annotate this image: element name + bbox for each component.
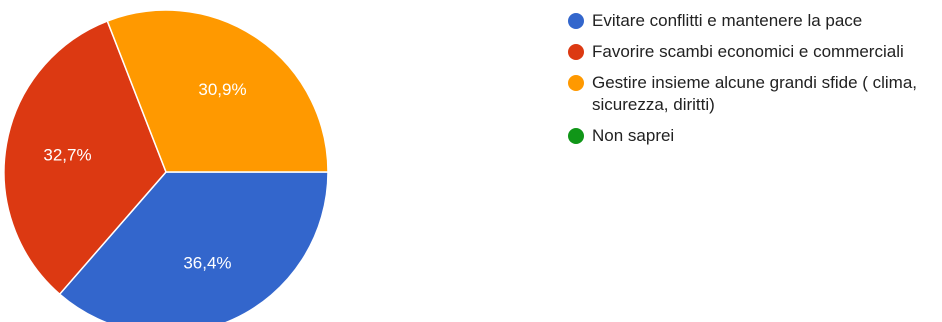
pie-slice-2: [106, 9, 329, 173]
pie-slice-label-1: 32,7%: [43, 145, 91, 164]
legend-label: Non saprei: [592, 126, 675, 145]
pie-slice-0: [58, 171, 329, 322]
legend-item: Gestire insieme alcune grandi sfide ( cl…: [568, 72, 938, 116]
legend-swatch-icon: [568, 13, 584, 29]
pie-slice-label-2: 30,9%: [198, 80, 246, 99]
pie-slice-label-0: 36,4%: [183, 254, 231, 273]
legend: Evitare conflitti e mantenere la pace Fav…: [568, 10, 938, 156]
legend-item: Favorire scambi economici e commerciali: [568, 41, 938, 63]
legend-label: Gestire insieme alcune grandi sfide ( cl…: [592, 73, 918, 114]
legend-item: Non saprei: [568, 125, 938, 147]
legend-swatch-icon: [568, 75, 584, 91]
legend-label: Evitare conflitti e mantenere la pace: [592, 11, 863, 30]
legend-label: Favorire scambi economici e commerciali: [592, 42, 904, 61]
legend-swatch-icon: [568, 128, 584, 144]
pie-slice-1: [3, 20, 167, 296]
legend-item: Evitare conflitti e mantenere la pace: [568, 10, 938, 32]
legend-swatch-icon: [568, 44, 584, 60]
